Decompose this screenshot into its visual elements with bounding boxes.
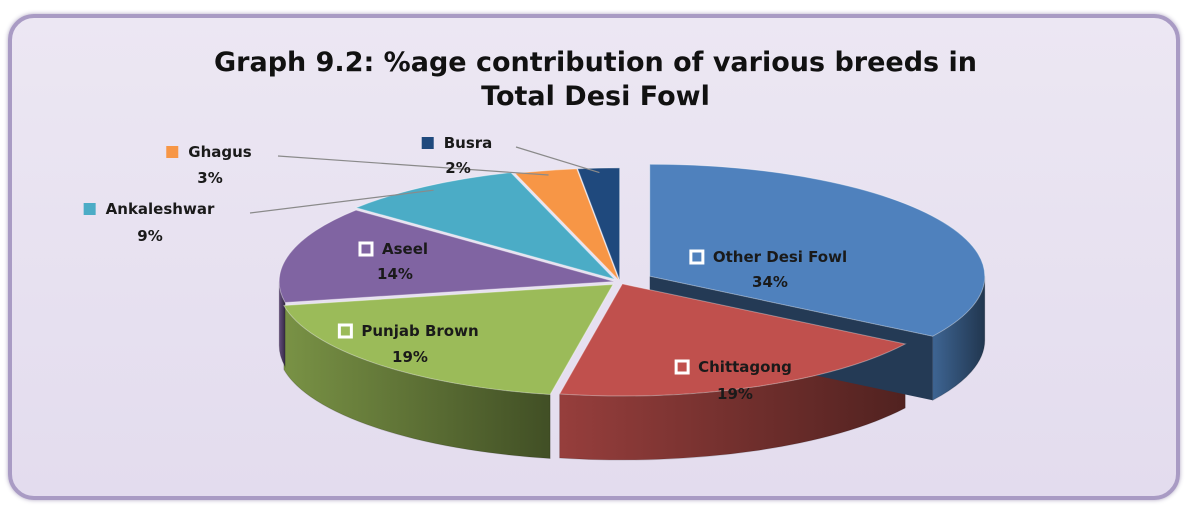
data-label-value-ankaleshwar: 9% bbox=[137, 227, 162, 245]
pie-slice-aseel bbox=[278, 209, 615, 303]
legend-key-busra bbox=[421, 137, 434, 149]
leader-line-ghagus bbox=[277, 155, 549, 176]
legend-key-ankaleshwar bbox=[83, 203, 96, 215]
data-label-value-other-desi-fowl: 34% bbox=[752, 273, 788, 291]
pie-slice-chittagong bbox=[558, 283, 907, 397]
legend-key-inner-aseel bbox=[363, 246, 369, 252]
data-label-value-aseel: 14% bbox=[377, 265, 413, 283]
data-label-value-busra: 2% bbox=[445, 159, 470, 177]
data-labels: Other Desi Fowl 34% Chittagong 19% Punjab Br… bbox=[83, 134, 847, 403]
data-label-name-ghagus: Ghagus bbox=[188, 143, 252, 161]
data-label-name-chittagong: Chittagong bbox=[698, 358, 792, 376]
chart-title-line-1: Graph 9.2: %age contribution of various … bbox=[214, 47, 977, 78]
data-label-name-other-desi-fowl: Other Desi Fowl bbox=[713, 248, 847, 266]
pie-slice-busra bbox=[576, 167, 621, 281]
legend-key-inner-other-desi-fowl bbox=[694, 254, 700, 260]
pie-slice-ghagus bbox=[514, 168, 620, 281]
data-label-value-ghagus: 3% bbox=[197, 169, 222, 187]
pie-slice-ankaleshwar bbox=[354, 172, 617, 281]
leader-line-ankaleshwar bbox=[249, 189, 434, 214]
data-label-value-chittagong: 19% bbox=[717, 385, 753, 403]
leader-line-busra bbox=[515, 146, 600, 174]
leader-lines bbox=[249, 146, 600, 214]
data-label-value-punjab-brown: 19% bbox=[392, 348, 428, 366]
data-label-name-aseel: Aseel bbox=[382, 240, 428, 258]
chart-title-line-2: Total Desi Fowl bbox=[481, 81, 710, 112]
data-label-name-ankaleshwar: Ankaleshwar bbox=[106, 200, 215, 218]
chart-title: Graph 9.2: %age contribution of various … bbox=[0, 46, 1191, 114]
pie-slices bbox=[278, 163, 986, 397]
legend-key-inner-chittagong bbox=[679, 364, 685, 370]
data-label-name-punjab-brown: Punjab Brown bbox=[361, 322, 478, 340]
legend-key-inner-punjab-brown bbox=[342, 328, 348, 334]
pie-slice-other-desi-fowl bbox=[649, 163, 986, 337]
data-label-name-busra: Busra bbox=[444, 134, 493, 152]
pie-slice-punjab-brown bbox=[283, 283, 614, 396]
legend-key-ghagus bbox=[166, 146, 179, 158]
